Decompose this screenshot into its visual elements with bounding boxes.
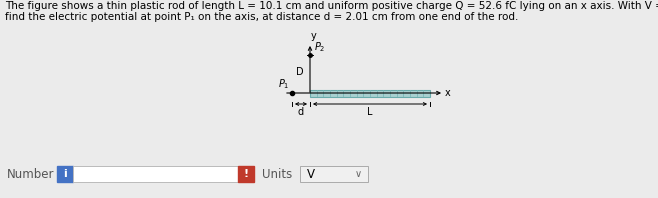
Text: find the electric potential at point P₁ on the axis, at distance d = 2.01 cm fro: find the electric potential at point P₁ … <box>5 12 519 22</box>
Text: The figure shows a thin plastic rod of length L = 10.1 cm and uniform positive c: The figure shows a thin plastic rod of l… <box>5 1 658 11</box>
Text: D: D <box>296 67 304 77</box>
Text: y: y <box>311 31 316 41</box>
Text: d: d <box>298 107 304 117</box>
Bar <box>310 89 430 96</box>
Bar <box>57 166 73 182</box>
Text: $P_2$: $P_2$ <box>314 40 326 54</box>
Text: x: x <box>445 88 451 98</box>
Text: Number: Number <box>7 168 55 181</box>
Bar <box>73 166 238 182</box>
Bar <box>238 166 254 182</box>
Text: ∨: ∨ <box>355 169 361 179</box>
Text: $P_1$: $P_1$ <box>278 77 289 91</box>
Text: Units: Units <box>262 168 292 181</box>
Bar <box>300 166 368 182</box>
Text: L: L <box>367 107 372 117</box>
Text: V: V <box>307 168 315 181</box>
Text: i: i <box>63 169 67 179</box>
Text: !: ! <box>243 169 249 179</box>
